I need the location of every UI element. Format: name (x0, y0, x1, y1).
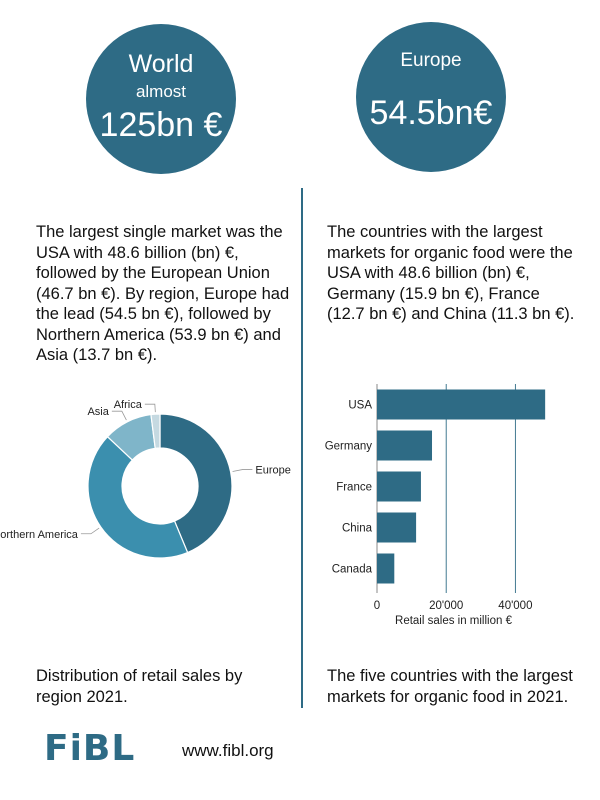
world-circle-title: World (128, 50, 194, 78)
world-circle-qualifier: almost (135, 82, 187, 101)
bar-category-label: France (336, 482, 372, 494)
bar-usa (377, 389, 546, 420)
bar-category-label: Germany (325, 441, 373, 453)
bar-category-label: USA (348, 400, 372, 412)
fibl-logo: FiBL (44, 728, 136, 769)
bar-x-tick-label: 0 (374, 600, 380, 612)
bar-france (377, 471, 421, 502)
europe-circle-value: 54.5bn€ (369, 94, 493, 132)
bar-category-label: Canada (332, 564, 373, 576)
donut-label-northern-america: Northern America (0, 529, 79, 541)
donut-slice-africa (150, 413, 161, 449)
website-link[interactable]: www.fibl.org (182, 741, 274, 760)
donut-label-africa: Africa (114, 399, 143, 411)
donut-slice-europe (159, 413, 233, 554)
bar-canada (377, 553, 395, 584)
bar-china (377, 512, 417, 543)
donut-slice-northern-america (87, 435, 189, 559)
bar-germany (377, 430, 433, 461)
donut-label-europe: Europe (255, 465, 290, 477)
column-divider (301, 188, 303, 708)
country-bar-chart: 0 20'000 40'000 USA Germany France China Canada… (325, 384, 546, 627)
bar-category-label: China (342, 523, 373, 535)
bar-x-tick-label: 40'000 (498, 600, 532, 612)
europe-circle-title: Europe (400, 50, 462, 71)
donut-leader-1 (80, 527, 100, 535)
europe-circle: Europe 54.5bn€ (356, 22, 506, 172)
donut-leader-2 (111, 410, 127, 421)
bar-x-tick-label: 20'000 (429, 600, 463, 612)
left-paragraph: The largest single market was the USA wi… (36, 223, 290, 364)
world-circle: World almost 125bn € (86, 24, 236, 174)
region-donut-chart: Europe Northern America Asia Africa (0, 399, 291, 559)
donut-leader-0 (232, 469, 253, 472)
bar-x-axis-label: Retail sales in million € (395, 615, 513, 627)
right-caption: The five countries with the largest mark… (327, 667, 573, 706)
world-circle-value: 125bn € (99, 106, 223, 144)
donut-leader-3 (144, 403, 156, 413)
right-paragraph: The countries with the largest markets f… (327, 223, 575, 323)
left-caption: Distribution of retail sales by region 2… (36, 667, 243, 706)
donut-label-asia: Asia (87, 406, 109, 418)
